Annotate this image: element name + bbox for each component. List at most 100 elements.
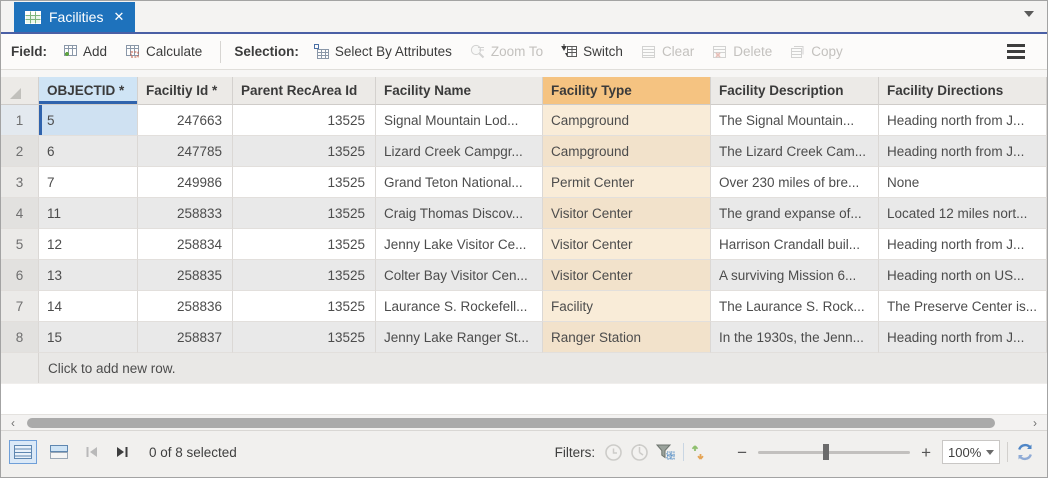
facility-description-cell[interactable]: The Lizard Creek Cam...: [711, 136, 879, 167]
select-by-attributes-button[interactable]: Select By Attributes: [308, 40, 457, 63]
facility-directions-cell[interactable]: The Preserve Center is...: [879, 291, 1047, 322]
facility-description-cell[interactable]: The Laurance S. Rock...: [711, 291, 879, 322]
objectid-cell[interactable]: 6: [39, 136, 138, 167]
facility-type-cell[interactable]: Visitor Center: [543, 229, 711, 260]
facility-directions-cell[interactable]: Heading north from J...: [879, 105, 1047, 136]
facility-name-cell[interactable]: Jenny Lake Ranger St...: [376, 322, 543, 353]
facility-description-cell[interactable]: Over 230 miles of bre...: [711, 167, 879, 198]
facility-name-cell[interactable]: Colter Bay Visitor Cen...: [376, 260, 543, 291]
row-number-cell[interactable]: 3: [1, 167, 39, 198]
facility-type-cell[interactable]: Ranger Station: [543, 322, 711, 353]
row-number-cell[interactable]: 1: [1, 105, 39, 136]
add-new-row[interactable]: Click to add new row.: [1, 353, 1047, 383]
column-header-facility-directions[interactable]: Facility Directions: [879, 77, 1047, 105]
row-number-cell[interactable]: 7: [1, 291, 39, 322]
parent-recarea-id-cell[interactable]: 13525: [233, 167, 376, 198]
scroll-right-arrow[interactable]: ›: [1033, 415, 1037, 430]
parent-recarea-id-cell[interactable]: 13525: [233, 291, 376, 322]
facility-name-cell[interactable]: Signal Mountain Lod...: [376, 105, 543, 136]
objectid-cell[interactable]: 14: [39, 291, 138, 322]
sort-extent-icon[interactable]: [691, 443, 705, 462]
facility-type-cell[interactable]: Visitor Center: [543, 260, 711, 291]
objectid-cell[interactable]: 13: [39, 260, 138, 291]
parent-recarea-id-cell[interactable]: 13525: [233, 229, 376, 260]
facility-description-cell[interactable]: In the 1930s, the Jenn...: [711, 322, 879, 353]
facility-type-cell[interactable]: Permit Center: [543, 167, 711, 198]
facility-description-cell[interactable]: The Signal Mountain...: [711, 105, 879, 136]
facility-directions-cell[interactable]: Located 12 miles nort...: [879, 198, 1047, 229]
row-number-cell[interactable]: 5: [1, 229, 39, 260]
show-all-records-toggle[interactable]: [9, 440, 37, 464]
column-header-facility-type[interactable]: Facility Type: [543, 77, 711, 105]
column-header-facility-name[interactable]: Facility Name: [376, 77, 543, 105]
row-number-cell[interactable]: 2: [1, 136, 39, 167]
row-number-cell[interactable]: 8: [1, 322, 39, 353]
facility-id-cell[interactable]: 258837: [138, 322, 233, 353]
facility-type-cell[interactable]: Facility: [543, 291, 711, 322]
objectid-cell[interactable]: 5: [39, 105, 138, 136]
parent-recarea-id-cell[interactable]: 13525: [233, 260, 376, 291]
calculate-field-button[interactable]: Calculate: [119, 41, 207, 63]
scrollbar-thumb[interactable]: [27, 417, 996, 428]
facility-type-cell[interactable]: Visitor Center: [543, 198, 711, 229]
show-selected-records-toggle[interactable]: [45, 440, 73, 464]
zoom-out-button[interactable]: −: [737, 442, 748, 462]
facility-description-cell[interactable]: Harrison Crandall buil...: [711, 229, 879, 260]
facility-description-cell[interactable]: A surviving Mission 6...: [711, 260, 879, 291]
add-row-hint[interactable]: Click to add new row.: [39, 353, 1047, 383]
zoom-slider[interactable]: [758, 444, 911, 460]
column-header-parent-recarea-id[interactable]: Parent RecArea Id: [233, 77, 376, 105]
parent-recarea-id-cell[interactable]: 13525: [233, 105, 376, 136]
close-icon[interactable]: ✕: [113, 9, 125, 24]
parent-recarea-id-cell[interactable]: 13525: [233, 322, 376, 353]
facility-name-cell[interactable]: Laurance S. Rockefell...: [376, 291, 543, 322]
facility-type-cell[interactable]: Campground: [543, 136, 711, 167]
objectid-cell[interactable]: 11: [39, 198, 138, 229]
facility-directions-cell[interactable]: Heading north from J...: [879, 229, 1047, 260]
zoom-slider-track[interactable]: [758, 451, 911, 454]
facility-id-cell[interactable]: 247785: [138, 136, 233, 167]
facility-id-cell[interactable]: 258835: [138, 260, 233, 291]
zoom-slider-thumb[interactable]: [823, 444, 830, 460]
facility-name-cell[interactable]: Jenny Lake Visitor Ce...: [376, 229, 543, 260]
column-header-facility-description[interactable]: Facility Description: [711, 77, 879, 105]
last-record-button[interactable]: [111, 441, 133, 463]
facility-name-cell[interactable]: Lizard Creek Campgr...: [376, 136, 543, 167]
parent-recarea-id-cell[interactable]: 13525: [233, 198, 376, 229]
column-header-objectid[interactable]: OBJECTID *: [39, 77, 138, 105]
zoom-level-dropdown[interactable]: 100%: [942, 440, 1000, 464]
facility-name-cell[interactable]: Grand Teton National...: [376, 167, 543, 198]
row-number-cell[interactable]: 6: [1, 260, 39, 291]
column-header-facility-id[interactable]: Faciltiy Id *: [138, 77, 233, 105]
selection-filter-icon[interactable]: [656, 443, 676, 462]
tab-facilities[interactable]: Facilities ✕: [14, 2, 136, 32]
objectid-cell[interactable]: 7: [39, 167, 138, 198]
switch-selection-button[interactable]: Switch: [555, 40, 628, 63]
facility-directions-cell[interactable]: Heading north from J...: [879, 136, 1047, 167]
parent-recarea-id-cell[interactable]: 13525: [233, 136, 376, 167]
facility-id-cell[interactable]: 258836: [138, 291, 233, 322]
scroll-left-arrow[interactable]: ‹: [11, 415, 15, 430]
facility-description-cell[interactable]: The grand expanse of...: [711, 198, 879, 229]
facility-id-cell[interactable]: 247663: [138, 105, 233, 136]
facility-directions-cell[interactable]: Heading north on US...: [879, 260, 1047, 291]
refresh-icon[interactable]: [1015, 442, 1035, 462]
tab-title: Facilities: [49, 9, 104, 25]
facility-type-cell[interactable]: Campground: [543, 105, 711, 136]
facility-directions-cell[interactable]: None: [879, 167, 1047, 198]
facility-directions-cell[interactable]: Heading north from J...: [879, 322, 1047, 353]
zoom-in-button[interactable]: +: [921, 442, 931, 462]
tab-strip-menu-caret[interactable]: [1024, 11, 1034, 17]
horizontal-scrollbar[interactable]: ‹ ›: [1, 414, 1047, 430]
row-number-cell[interactable]: 4: [1, 198, 39, 229]
objectid-cell[interactable]: 12: [39, 229, 138, 260]
select-all-corner[interactable]: [1, 77, 39, 105]
menu-icon[interactable]: [1003, 40, 1029, 63]
facility-id-cell[interactable]: 249986: [138, 167, 233, 198]
facility-id-cell[interactable]: 258833: [138, 198, 233, 229]
add-field-button[interactable]: Add: [56, 41, 112, 63]
objectid-cell[interactable]: 15: [39, 322, 138, 353]
facility-name-cell[interactable]: Craig Thomas Discov...: [376, 198, 543, 229]
scrollbar-track[interactable]: [25, 417, 1023, 428]
facility-id-cell[interactable]: 258834: [138, 229, 233, 260]
